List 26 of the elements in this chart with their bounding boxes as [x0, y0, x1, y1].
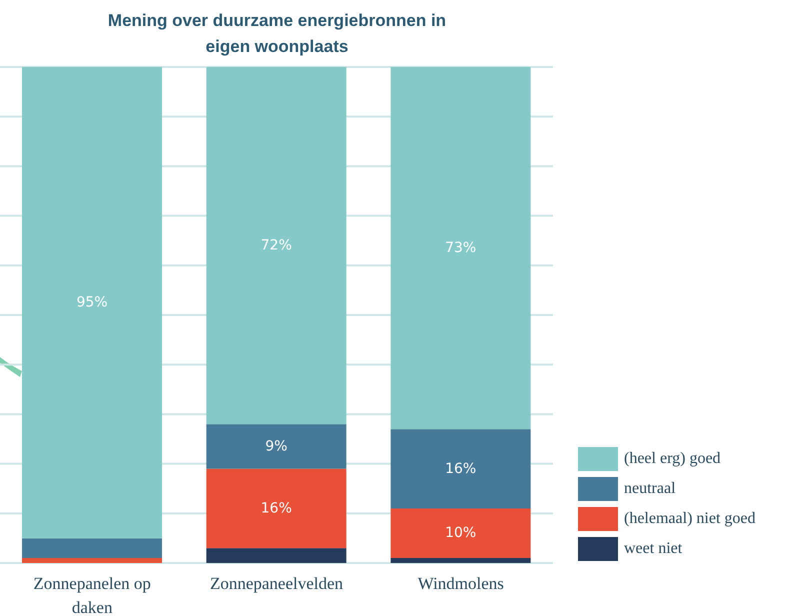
legend-label: weet niet	[624, 540, 682, 558]
bar	[206, 67, 346, 424]
legend-label: neutraal	[624, 480, 676, 498]
data-label: 95%	[76, 294, 108, 311]
data-label: 10%	[445, 525, 476, 542]
x-tick-label: Zonnepanelen op daken	[33, 574, 151, 616]
data-label: 16%	[260, 500, 292, 516]
bar	[390, 508, 531, 558]
data-label: 16%	[445, 460, 476, 477]
data-label: 73%	[445, 240, 476, 256]
x-tick-label: Windmolens	[418, 574, 504, 594]
bar	[22, 558, 162, 563]
x-tick-label: Zonnepaneelvelden	[210, 574, 344, 594]
bar	[390, 67, 531, 430]
bar	[206, 424, 346, 469]
chart-title: Mening over duurzame energiebronnen in eigen woonplaats	[106, 10, 448, 58]
bar	[390, 558, 531, 563]
data-label: 9%	[265, 438, 288, 454]
bar	[206, 468, 346, 548]
bar	[206, 548, 346, 563]
data-label: 72%	[260, 238, 292, 254]
legend-label: (heel erg) goed	[624, 450, 721, 468]
bar	[390, 429, 531, 508]
bar	[22, 538, 162, 558]
legend-label: (helemaal) niet goed	[624, 510, 756, 528]
bar	[22, 67, 162, 538]
